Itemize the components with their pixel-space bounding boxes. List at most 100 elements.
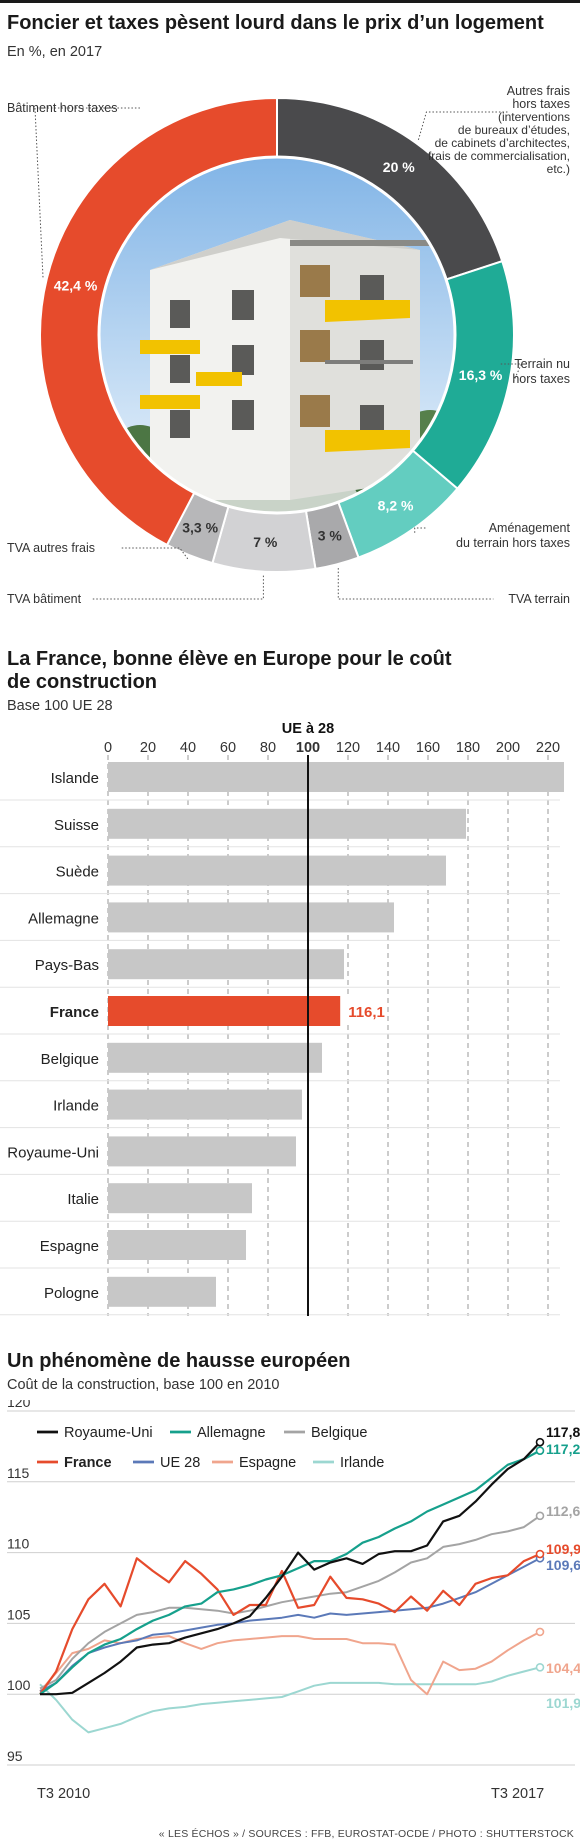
- bar-category-labels: Islande Suisse Suède Allemagne Pays-Bas Franc…: [7, 770, 99, 1302]
- line-end-label: 109,9: [546, 1541, 580, 1557]
- callout-label: hors taxes: [512, 97, 570, 111]
- bar-pays-bas: [108, 949, 344, 980]
- bar-belgique: [108, 1042, 322, 1073]
- donut-value-label: 42,4 %: [54, 277, 98, 293]
- bar-suisse: [108, 808, 466, 839]
- line-chart-subtitle: Coût de la construction, base 100 en 201…: [7, 1377, 280, 1393]
- bar-value-bg: [342, 998, 387, 1024]
- callout-label: de cabinets d’architectes,: [435, 136, 570, 150]
- bar-category-label: France: [50, 1004, 99, 1021]
- callout-leader: [414, 527, 428, 533]
- callout-label: du terrain hors taxes: [456, 536, 570, 550]
- top-rule: [0, 0, 580, 3]
- donut-value-label: 16,3 %: [459, 367, 503, 383]
- bar-espagne: [108, 1230, 246, 1260]
- donut-chart: 20 % 16,3 % 8,2 % 3 % 7 % 3,3 % 42,4 % Autres …: [7, 84, 571, 606]
- bar-chart-title-line1: La France, bonne élève en Europe pour le…: [7, 648, 452, 670]
- line-end-marker: [535, 1437, 545, 1447]
- bar-category-label: Pologne: [44, 1285, 99, 1302]
- line-end-marker: [535, 1511, 545, 1521]
- line-end-label: 101,9: [546, 1695, 580, 1711]
- callout-label: hors taxes: [512, 372, 570, 386]
- callout-label: Aménagement: [489, 521, 571, 535]
- line-y-tick-label: 110: [7, 1536, 30, 1552]
- line-royaume-uni: [40, 1441, 541, 1696]
- bar-x-tick-label: 40: [180, 740, 196, 756]
- legend-label: Allemagne: [197, 1425, 266, 1441]
- bar-x-tick-label: 220: [536, 740, 560, 756]
- bar-italie: [108, 1183, 252, 1214]
- bar-france: [108, 996, 341, 1026]
- bar-category-label: Belgique: [41, 1051, 99, 1068]
- bar-category-label: Royaume-Uni: [7, 1144, 99, 1161]
- reference-label: UE à 28: [282, 721, 334, 737]
- bar-x-tick-label: 180: [456, 740, 480, 756]
- callout-label: Bâtiment hors taxes: [7, 101, 117, 115]
- bar-category-label: Suisse: [54, 817, 99, 834]
- bar-category-label: Italie: [67, 1191, 99, 1208]
- line-legend: Royaume-Uni Allemagne Belgique France UE 28 E…: [37, 1425, 384, 1471]
- line-y-tick-label: 95: [7, 1748, 23, 1764]
- bar-x-ticks: 0 20 40 60 80 100 120 140 160 180 200 220: [104, 740, 560, 756]
- line-belgique: [39, 1514, 541, 1690]
- line-y-tick-label: 120: [7, 1400, 31, 1410]
- legend-label: Irlande: [340, 1455, 384, 1471]
- callout-leader: [417, 111, 508, 140]
- x-axis-start-label: T3 2010: [37, 1786, 90, 1802]
- pie-chart-subtitle: En %, en 2017: [7, 44, 103, 60]
- line-grid: 95 100 105 110 115 120: [7, 1400, 575, 1766]
- x-axis-end-label: T3 2017: [491, 1786, 544, 1802]
- line-chart: 95 100 105 110 115 120 Royaume-Uni Allemagne Be…: [7, 1400, 580, 1802]
- callout-label: TVA autres frais: [7, 541, 95, 555]
- bar-x-tick-label: 80: [260, 740, 276, 756]
- bar-royaume-uni: [108, 1136, 296, 1167]
- legend-label: France: [64, 1455, 112, 1471]
- legend-label: UE 28: [160, 1455, 200, 1471]
- donut-slices: [39, 96, 515, 573]
- bar-category-label: Espagne: [40, 1238, 99, 1255]
- line-end-label: 104,4: [546, 1660, 580, 1676]
- bar-category-label: Pays-Bas: [35, 957, 99, 974]
- bar-chart-title-line2: de construction: [7, 671, 158, 693]
- callout-label: de bureaux d’études,: [458, 123, 570, 137]
- bar-category-label: Islande: [51, 770, 99, 787]
- bar-irlande: [108, 1089, 302, 1120]
- callout-leader: [119, 547, 189, 560]
- donut-value-label: 3 %: [318, 528, 343, 544]
- footer-credits: « LES ÉCHOS » / SOURCES : FFB, EUROSTAT-…: [158, 1828, 574, 1840]
- bar-grid: [0, 755, 560, 1316]
- callout-leader: [337, 568, 494, 600]
- callout-label: (interventions: [498, 110, 570, 124]
- bar-category-label: Suède: [56, 864, 99, 881]
- callout-label: TVA terrain: [508, 592, 570, 606]
- line-end-label: 117,8: [546, 1424, 580, 1440]
- line-end-marker: [535, 1446, 545, 1455]
- pie-chart-title: Foncier et taxes pèsent lourd dans le pr…: [7, 12, 544, 34]
- line-allemagne: [39, 1449, 541, 1696]
- donut-value-label: 3,3 %: [182, 520, 218, 536]
- callout-label: Terrain nu: [514, 357, 570, 371]
- callout-leader: [34, 107, 141, 278]
- line-y-tick-label: 105: [7, 1606, 31, 1622]
- line-end-label: 117,2: [546, 1441, 580, 1457]
- bar-chart: 0 20 40 60 80 100 120 140 160 180 200 220 116,1 Isl…: [0, 721, 564, 1316]
- callout-label: Autres frais: [507, 84, 570, 98]
- line-end-label: 112,6: [546, 1503, 580, 1519]
- callout-leader: [92, 575, 264, 600]
- line-y-tick-label: 115: [7, 1465, 30, 1481]
- bar-x-tick-label: 140: [376, 740, 400, 756]
- bar-x-tick-label: 60: [220, 740, 236, 756]
- callout-label: TVA bâtiment: [7, 592, 82, 606]
- donut-value-labels: 20 % 16,3 % 8,2 % 3 % 7 % 3,3 % 42,4 %: [54, 159, 503, 550]
- bar-value-label: 116,1: [348, 1004, 385, 1021]
- bar-marks: 116,1: [108, 762, 564, 1307]
- donut-value-label: 20 %: [383, 159, 415, 175]
- callout-label: etc.): [547, 162, 570, 176]
- legend-label: Belgique: [311, 1425, 367, 1441]
- callout-label: frais de commercialisation,: [428, 149, 570, 163]
- line-end-marker: [535, 1549, 545, 1559]
- bar-x-tick-label: 160: [416, 740, 440, 756]
- legend-label: Espagne: [239, 1455, 296, 1471]
